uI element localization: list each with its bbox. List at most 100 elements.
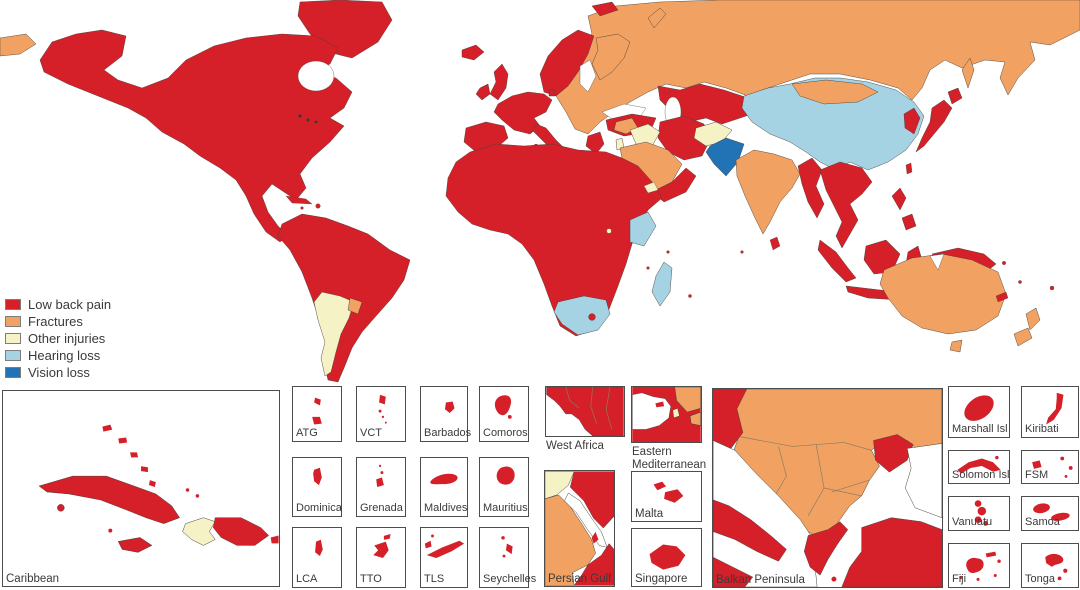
map-region-japan-hokkaido [947,87,963,105]
persian-gulf-iraq [545,471,575,500]
inset-tls: TLS [420,527,468,588]
island-shape [376,477,384,487]
island-shape [431,534,434,538]
east-med-lebanon [672,407,680,419]
inset-kiribati: Kiribati [1021,386,1079,438]
island-shape [424,540,432,549]
turks [195,494,200,498]
map-region-fiji [1049,285,1055,291]
map-region-denmark [548,89,556,97]
map-region-new-zealand-south [1013,327,1033,347]
inset-dominica: Dominica [292,457,342,517]
map-region-russia-eastern-europe [555,0,1080,135]
island-shape [977,506,987,516]
legend-swatch-hearing-loss [5,350,21,361]
inset-west-africa [545,386,625,437]
gulf-of-carpentaria [929,253,945,271]
inset-marshall-islands: Marshall Isl [948,386,1010,438]
map-region-china [741,77,925,171]
map-region-japan-honshu [915,99,953,153]
inset-label: ATG [296,427,318,440]
legend-item-vision-loss: Vision loss [5,364,111,381]
persian-gulf-iran [570,471,614,529]
malta-gozo [653,481,667,491]
island-shape [964,395,994,421]
inset-singapore: Singapore [631,528,702,587]
island-shape [1068,466,1073,470]
map-region-novaya-zemlya [647,7,667,29]
map-region-sakhalin [961,57,975,89]
hudson-bay [297,60,335,92]
world-map [0,0,1080,383]
persian-gulf-sea [564,492,608,548]
inset-malta: Malta [631,471,702,522]
map-region-taiwan [905,162,913,175]
inset-seychelles: Seychelles [479,527,536,588]
island-shape [974,500,982,507]
crete [831,576,837,582]
malta-main [664,489,684,503]
map-region-madagascar [651,261,673,307]
map-region-eritrea [643,181,659,194]
inset-caribbean: Caribbean [2,390,280,587]
balkan-italy [713,499,787,562]
island-shape [384,421,387,424]
island-shape [378,409,382,413]
inset-label: Solomon Isl [952,469,1010,482]
legend-swatch-vision-loss [5,367,21,378]
map-region-sumatra [817,239,857,283]
map-region-myanmar [797,157,825,219]
island-shape [313,467,322,486]
singapore-island [649,544,686,570]
inset-label: Seychelles [483,573,537,586]
island-shape [957,458,1001,474]
inset-label: Fiji [952,573,967,586]
balkan-moldova [873,434,914,473]
island-shape [985,551,997,558]
inset-label-west-africa: West Africa [546,440,604,452]
inset-tonga: Tonga [1021,543,1079,588]
inset-solomon-islands: Solomon Isl [948,450,1010,484]
inset-atg: ATG [292,386,342,442]
legend-label: Hearing loss [28,348,101,363]
bahamas-island [148,480,156,488]
inset-label: FSM [1025,469,1049,482]
map-region-greece [585,131,605,155]
inset-label-singapore: Singapore [635,572,688,585]
inset-label: VCT [360,427,382,440]
map-region-new-zealand-north [1025,307,1041,331]
legend-swatch-low-back-pain [5,299,21,310]
island-shape [997,559,1001,563]
map-region-north-america [39,29,353,243]
island-shape [501,536,505,540]
island-shape [1064,475,1068,478]
inset-barbados: Barbados [420,386,471,442]
map-region-jamaica [300,206,304,210]
island-shape [995,455,999,460]
inset-label: Samoa [1025,516,1060,529]
inset-label: TTO [360,573,382,586]
map-region-philippines-luzon [891,187,907,211]
balkan-greece [803,521,849,576]
great-lakes [306,118,310,122]
great-lakes [298,114,302,118]
map-region-svalbard [591,1,619,17]
jamaica [117,537,153,553]
island-shape [959,575,963,579]
inset-eastern-mediterranean [631,386,702,443]
baltic-sea [579,59,597,93]
island-shape [379,394,386,405]
inset-samoa: Samoa [1021,496,1079,531]
inset-label: Marshall Isl [952,423,1008,436]
map-region-tasmania [949,339,963,353]
island-shape [314,397,321,406]
border-line [831,479,870,493]
map-region-iceland [461,44,485,61]
island-shape [502,554,506,558]
map-region-kenya [629,211,657,247]
island-shape [315,539,323,557]
turks [185,488,190,492]
map-region-chukotka [0,33,37,57]
island-shape [1060,456,1065,461]
map-region-solomons [1002,261,1006,265]
